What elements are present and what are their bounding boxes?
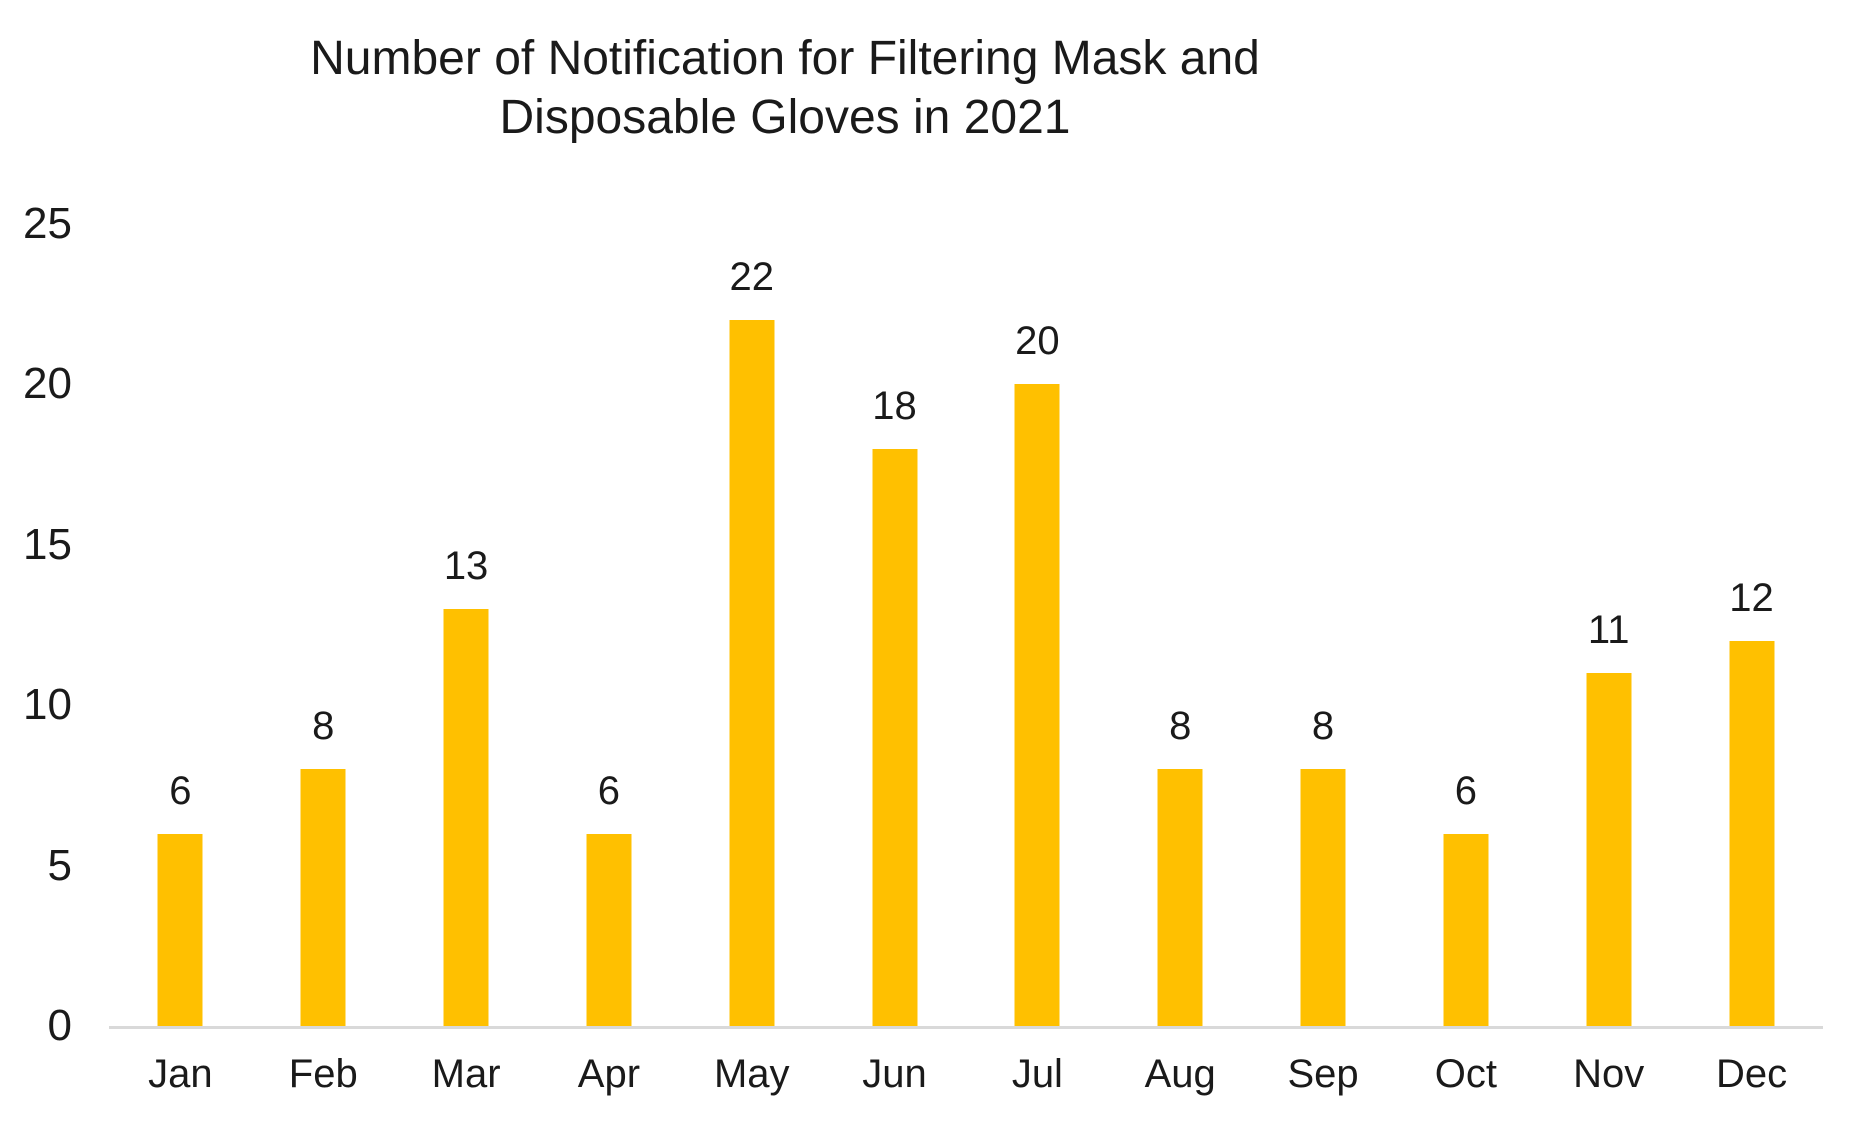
y-tick-label: 20	[23, 359, 72, 409]
x-axis-labels: Jan Feb Mar Apr May Jun Jul Aug Sep Oct Nov Dec	[109, 1048, 1823, 1100]
data-label-nov: 11	[1587, 608, 1630, 653]
data-label-mar: 13	[443, 543, 489, 588]
bar-column-jun: 18	[823, 224, 966, 1026]
y-tick-label: 5	[47, 840, 72, 890]
bar-mar	[443, 608, 489, 1026]
bar-column-apr: 6	[537, 224, 680, 1026]
bar-aug	[1157, 769, 1203, 1026]
x-tick-label-aug: Aug	[1144, 1052, 1216, 1096]
data-label-may: 22	[729, 255, 774, 300]
bar-column-jul: 20	[966, 224, 1109, 1026]
y-tick-label: 15	[23, 519, 72, 569]
x-tick-label-jan: Jan	[148, 1052, 213, 1096]
bar-column-sep: 8	[1252, 224, 1395, 1026]
bar-column-may: 22	[680, 224, 823, 1026]
x-tick-label-may: May	[713, 1052, 790, 1096]
bar-jul	[1014, 384, 1060, 1026]
plot-area: 6 8 13 6 22 18 20 8 8 6 11 12	[109, 224, 1823, 1029]
x-tick-label-dec: Dec	[1715, 1052, 1788, 1096]
bar-jun	[872, 448, 918, 1026]
data-label-aug: 8	[1169, 704, 1192, 749]
data-label-dec: 12	[1729, 576, 1774, 621]
x-tick-label-nov: Nov	[1573, 1052, 1645, 1096]
data-label-apr: 6	[597, 768, 621, 813]
bar-dec	[1729, 641, 1775, 1026]
bar-column-oct: 6	[1394, 224, 1537, 1026]
chart-title-line-2: Disposable Gloves in 2021	[499, 90, 1071, 144]
bar-column-feb: 8	[252, 224, 395, 1026]
data-label-jan: 6	[169, 768, 192, 813]
bar-column-mar: 13	[395, 224, 538, 1026]
bar-column-jan: 6	[109, 224, 252, 1026]
bar-sep	[1300, 769, 1346, 1026]
y-tick-label: 0	[47, 1001, 72, 1050]
data-label-jul: 20	[1015, 319, 1060, 364]
bar-feb	[300, 769, 346, 1026]
bar-oct	[1443, 833, 1489, 1026]
bar-apr	[586, 833, 632, 1026]
y-axis: 0 5 10 15 20 25	[0, 0, 72, 1132]
x-tick-label-sep: Sep	[1287, 1052, 1359, 1096]
x-tick-label-jul: Jul	[1011, 1052, 1063, 1096]
bar-column-nov: 11	[1537, 224, 1680, 1026]
chart-title: Number of Notification for Filtering Mas…	[0, 30, 1570, 147]
y-tick-label: 10	[23, 680, 72, 730]
data-label-jun: 18	[872, 383, 917, 428]
y-tick-label: 25	[23, 199, 72, 248]
bar-column-aug: 8	[1109, 224, 1252, 1026]
x-tick-label-apr: Apr	[577, 1052, 641, 1096]
chart-title-line-1: Number of Notification for Filtering Mas…	[310, 32, 1260, 85]
x-tick-label-feb: Feb	[288, 1052, 358, 1096]
bar-may	[729, 320, 775, 1026]
bar-nov	[1586, 673, 1632, 1026]
x-tick-label-oct: Oct	[1434, 1052, 1497, 1096]
x-axis-line	[109, 1026, 1823, 1029]
bar-jan	[157, 833, 203, 1026]
x-tick-label-jun: Jun	[862, 1052, 927, 1096]
x-tick-label-mar: Mar	[431, 1052, 501, 1096]
data-label-oct: 6	[1454, 768, 1477, 813]
data-label-feb: 8	[312, 704, 335, 749]
bar-column-dec: 12	[1680, 224, 1823, 1026]
data-label-sep: 8	[1311, 704, 1335, 749]
